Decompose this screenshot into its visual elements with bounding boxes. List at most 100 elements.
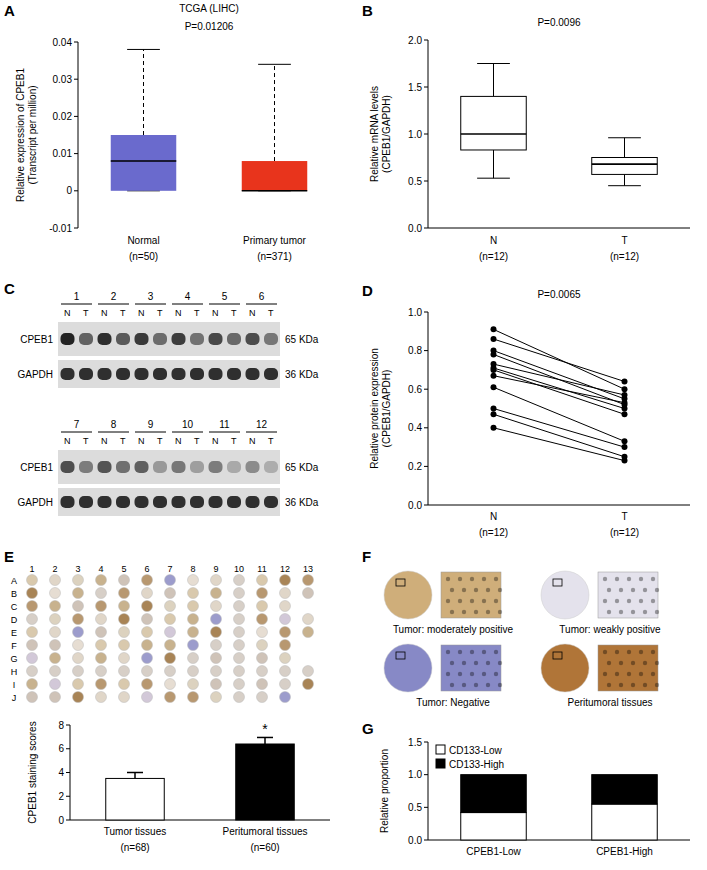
band — [227, 368, 241, 380]
tma-core — [50, 692, 61, 703]
band — [209, 496, 223, 508]
tma-core — [165, 692, 176, 703]
y-tick-label: 0.0 — [408, 223, 422, 234]
size-label: 36 KDa — [285, 497, 319, 508]
y-tick-label: 0.0 — [408, 835, 422, 846]
tma-row-label: B — [11, 589, 17, 599]
y-tick — [424, 427, 428, 428]
cell-nucleus — [462, 683, 466, 687]
y-tick-label: 6 — [58, 743, 64, 754]
lane-number: 3 — [148, 291, 154, 302]
lane-label: T — [268, 308, 274, 318]
lane-label: N — [249, 308, 256, 318]
tma-core — [188, 692, 199, 703]
cell-nucleus — [619, 661, 623, 665]
zoom-image — [598, 572, 658, 618]
tma-core — [73, 692, 84, 703]
error-bar — [264, 737, 266, 744]
cell-nucleus — [655, 588, 659, 592]
tma-core — [211, 692, 222, 703]
median — [242, 190, 308, 192]
cell-nucleus — [470, 672, 474, 676]
tma-core — [119, 666, 130, 677]
band — [153, 461, 167, 473]
cell-nucleus — [643, 661, 647, 665]
category-note: (n=371) — [257, 251, 292, 262]
median — [592, 163, 658, 165]
tma-core — [188, 627, 199, 638]
panel-label: D — [362, 282, 373, 299]
tma-core — [73, 601, 84, 612]
bar-segment — [461, 775, 527, 813]
lane-number: 10 — [182, 419, 194, 430]
category-note: (n=68) — [120, 842, 149, 853]
tma-core — [257, 640, 268, 651]
tma-core — [142, 575, 153, 586]
band — [135, 461, 149, 473]
tma-core — [73, 666, 84, 677]
tma-core — [188, 653, 199, 664]
tma-row-label: J — [12, 693, 17, 703]
tma-core — [280, 601, 291, 612]
tma-core — [96, 679, 107, 690]
y-axis-label: Relative expression of CPEB1 — [15, 68, 26, 202]
y-tick — [424, 228, 428, 229]
y-tick-label: 0.01 — [53, 148, 73, 159]
y-tick-label: 0 — [58, 815, 64, 826]
tma-core — [188, 588, 199, 599]
tma-column-label: 8 — [190, 564, 195, 574]
band — [246, 461, 260, 473]
tma-core — [188, 575, 199, 586]
tma-core — [96, 627, 107, 638]
y-tick-label: 0.8 — [408, 345, 422, 356]
x-tick-label: Normal — [127, 235, 159, 246]
band — [61, 333, 75, 345]
lane-number: 2 — [111, 291, 117, 302]
lane-number: 1 — [74, 291, 80, 302]
band — [61, 461, 75, 473]
tma-core — [234, 575, 245, 586]
tma-core — [27, 601, 38, 612]
y-tick — [424, 389, 428, 390]
paired-line — [494, 376, 625, 403]
tma-core — [142, 692, 153, 703]
x-tick-label: T — [621, 235, 627, 246]
tma-core — [211, 601, 222, 612]
tma-core — [119, 640, 130, 651]
cell-nucleus — [655, 683, 659, 687]
tma-core — [50, 575, 61, 586]
tma-core — [234, 627, 245, 638]
y-tick — [66, 820, 70, 821]
cell-nucleus — [486, 661, 490, 665]
lane-bracket — [246, 304, 277, 305]
band — [153, 496, 167, 508]
tma-core — [27, 614, 38, 625]
band — [98, 461, 112, 473]
tma-core — [142, 588, 153, 599]
cell-nucleus — [643, 588, 647, 592]
tma-core — [96, 614, 107, 625]
y-tick — [74, 42, 78, 43]
lane-label: N — [138, 436, 145, 446]
y-tick — [424, 181, 428, 182]
tma-row-label: G — [10, 654, 17, 664]
cell-nucleus — [462, 588, 466, 592]
band — [190, 333, 204, 345]
band — [79, 368, 93, 380]
y-tick — [424, 505, 428, 506]
tma-column-label: 13 — [303, 564, 313, 574]
tma-core — [257, 666, 268, 677]
lane-number: 9 — [148, 419, 154, 430]
size-label: 65 KDa — [285, 462, 319, 473]
tma-core — [257, 588, 268, 599]
tma-core — [50, 640, 61, 651]
cell-nucleus — [627, 599, 631, 603]
band — [264, 496, 278, 508]
band — [135, 368, 149, 380]
tma-core — [234, 601, 245, 612]
cell-nucleus — [498, 610, 502, 614]
protein-label: CPEB1 — [20, 334, 53, 345]
category-note: (n=12) — [479, 251, 508, 262]
y-axis-label: (CPEB1/GAPDH) — [381, 370, 392, 448]
zoom-image — [598, 645, 658, 691]
